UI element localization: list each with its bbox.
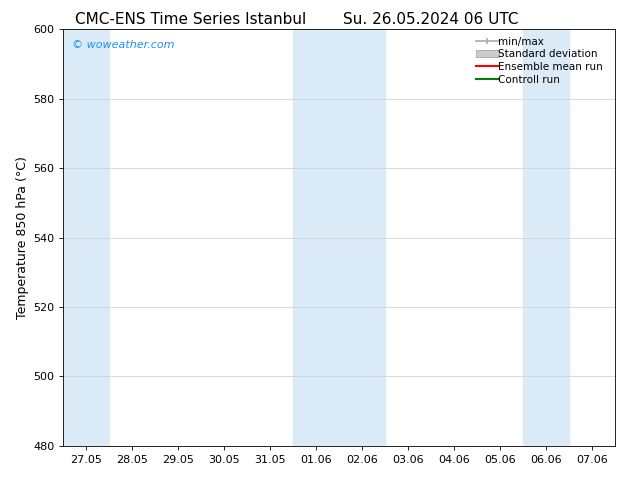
Bar [63,29,110,446]
Text: Su. 26.05.2024 06 UTC: Su. 26.05.2024 06 UTC [344,12,519,27]
Text: CMC-ENS Time Series Istanbul: CMC-ENS Time Series Istanbul [75,12,306,27]
Legend: min/max, Standard deviation, Ensemble mean run, Controll run: min/max, Standard deviation, Ensemble me… [473,34,611,88]
Bar [293,29,385,446]
Bar [523,29,569,446]
Y-axis label: Temperature 850 hPa (°C): Temperature 850 hPa (°C) [16,156,29,319]
Text: © woweather.com: © woweather.com [72,40,174,50]
